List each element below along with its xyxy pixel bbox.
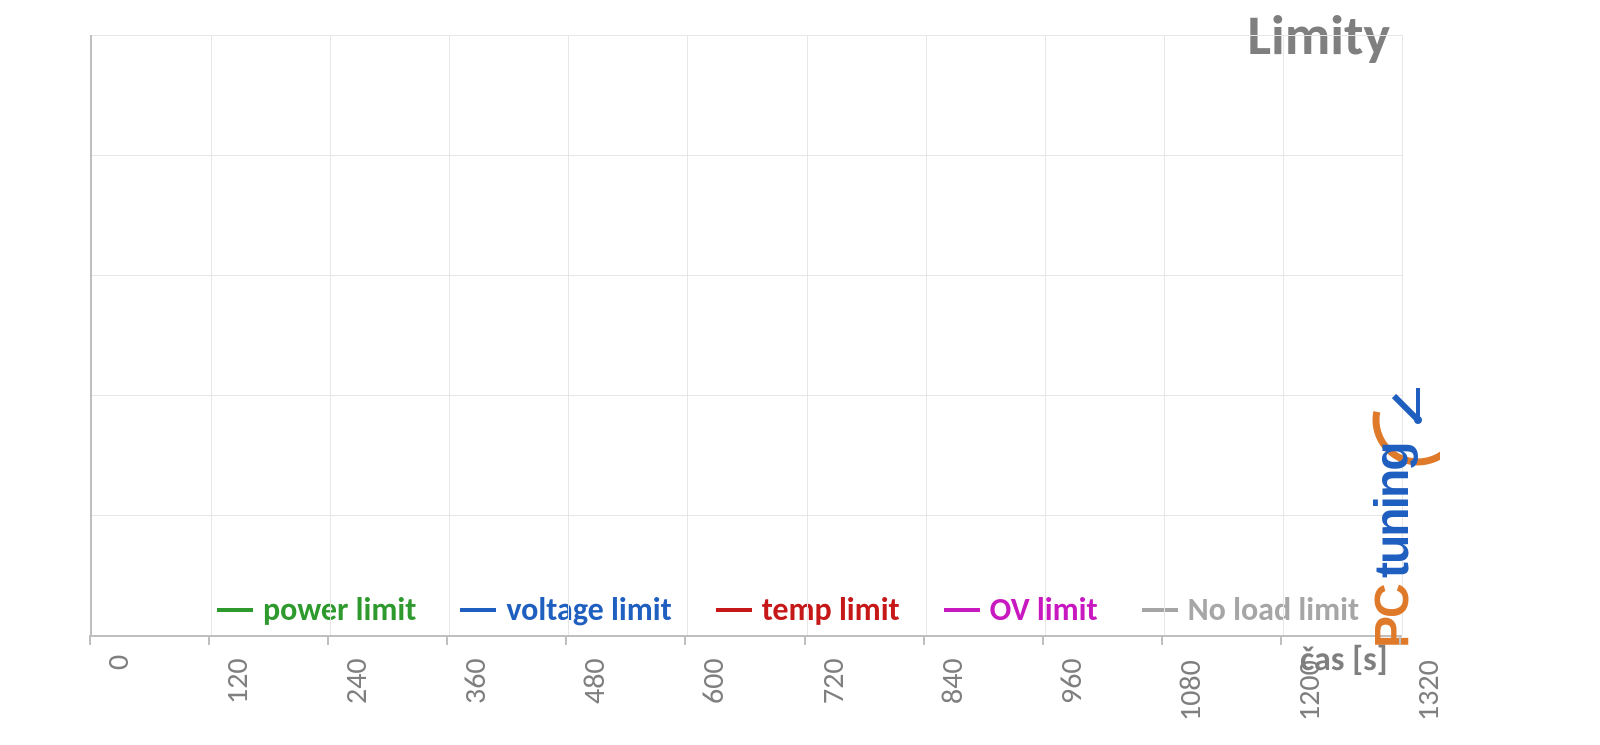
legend-item: OV limit [944, 590, 1098, 629]
hgridline [92, 515, 1402, 516]
x-tick-label: 600 [695, 658, 732, 704]
vgridline [1045, 35, 1046, 635]
x-tick [1042, 635, 1044, 645]
x-tick [208, 635, 210, 645]
x-tick [1280, 635, 1282, 645]
legend-item: power limit [217, 590, 416, 629]
x-tick [565, 635, 567, 645]
x-tick-label: 120 [219, 658, 256, 704]
legend-swatch [944, 608, 980, 612]
vgridline [1283, 35, 1284, 635]
x-tick-label: 0 [100, 655, 137, 670]
x-tick [327, 635, 329, 645]
vgridline [449, 35, 450, 635]
x-tick-label: 840 [934, 658, 971, 704]
x-tick [923, 635, 925, 645]
x-tick [804, 635, 806, 645]
legend-item: temp limit [716, 590, 900, 629]
vgridline [1164, 35, 1165, 635]
hgridline [92, 395, 1402, 396]
hgridline [92, 155, 1402, 156]
legend-label: temp limit [762, 590, 900, 629]
vgridline [211, 35, 212, 635]
legend: power limit voltage limit temp limit OV lim… [217, 590, 1359, 629]
svg-text:tuning: tuning [1370, 443, 1419, 578]
x-tick [1161, 635, 1163, 645]
x-tick-label: 960 [1053, 658, 1090, 704]
x-tick [446, 635, 448, 645]
legend-swatch [716, 608, 752, 612]
legend-label: No load limit [1188, 590, 1359, 629]
hgridline [92, 275, 1402, 276]
watermark-pctuning: PC tuning [1370, 240, 1440, 660]
x-tick [684, 635, 686, 645]
legend-swatch [460, 608, 496, 612]
vgridline [926, 35, 927, 635]
legend-label: OV limit [990, 590, 1098, 629]
legend-swatch [1142, 608, 1178, 612]
legend-label: voltage limit [506, 590, 671, 629]
hgridline [92, 35, 1402, 36]
x-tick-label: 1200 [1291, 660, 1328, 721]
x-tick-label: 1320 [1410, 660, 1447, 721]
legend-item: No load limit [1142, 590, 1359, 629]
vgridline [687, 35, 688, 635]
legend-item: voltage limit [460, 590, 671, 629]
legend-label: power limit [263, 590, 416, 629]
x-tick-label: 240 [338, 658, 375, 704]
vgridline [330, 35, 331, 635]
svg-text:PC: PC [1370, 584, 1419, 648]
x-tick-label: 480 [576, 658, 613, 704]
vgridline [807, 35, 808, 635]
legend-swatch [217, 608, 253, 612]
x-tick [1399, 635, 1401, 645]
x-tick-label: 720 [815, 658, 852, 704]
x-tick [89, 635, 91, 645]
plot-area: power limit voltage limit temp limit OV lim… [90, 35, 1402, 637]
vgridline [568, 35, 569, 635]
chart-container: Limity power limitvoltage limittemp limi… [0, 0, 1600, 745]
x-tick-label: 1080 [1172, 660, 1209, 721]
x-tick-label: 360 [457, 658, 494, 704]
